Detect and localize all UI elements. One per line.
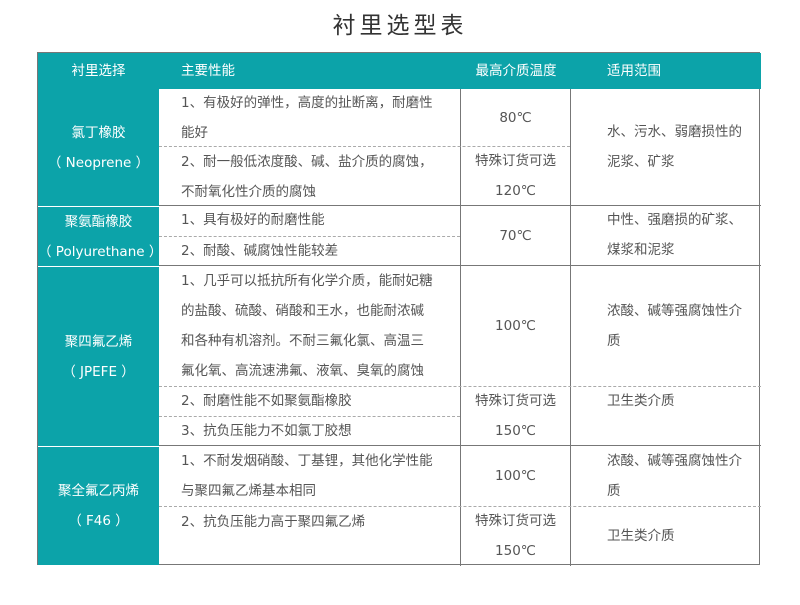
f46-temp-special: 特殊订货可选 150℃ bbox=[475, 513, 556, 559]
ptfe-scope: 浓酸、碱等强腐蚀性介质 bbox=[607, 303, 742, 349]
ptfe-temp: 100℃ bbox=[495, 318, 536, 334]
lining-ptfe: 聚四氟乙烯（ JPEFE ） bbox=[38, 266, 159, 446]
neoprene-performance-2: 2、耐一般低浓度酸、碱、盐介质的腐蚀， 不耐氧化性介质的腐蚀 bbox=[181, 154, 433, 200]
ptfe-temp-special: 特殊订货可选 150℃ bbox=[475, 392, 556, 439]
header-performance: 主要性能 bbox=[159, 53, 461, 89]
pu-scope: 中性、强磨损的矿浆、 煤浆和泥浆 bbox=[607, 212, 742, 258]
f46-scope-2: 卫生类介质 bbox=[607, 528, 675, 544]
ptfe-performance-2: 2、耐磨性能不如聚氨酯橡胶 bbox=[181, 393, 352, 409]
lining-selection-table: 衬里选择 主要性能 最高介质温度 适用范围 氯丁橡胶（ Neoprene ） 聚… bbox=[37, 52, 761, 566]
f46-scope: 浓酸、碱等强腐蚀性介质 bbox=[607, 453, 742, 499]
f46-performance-2: 2、抗负压能力高于聚四氟乙烯 bbox=[181, 514, 366, 530]
ptfe-performance-1: 1、几乎可以抵抗所有化学介质，能耐妃糖 的盐酸、硫酸、硝酸和王水，也能耐浓碱 和各种… bbox=[181, 273, 433, 379]
header-lining: 衬里选择 bbox=[38, 53, 159, 89]
pu-temp: 70℃ bbox=[499, 227, 532, 244]
neoprene-temp-special: 特殊订货可选 120℃ bbox=[475, 153, 556, 199]
page-title: 衬里选型表 bbox=[332, 13, 468, 39]
pu-performance-1: 1、具有极好的耐磨性能 bbox=[181, 212, 325, 228]
lining-polyurethane: 聚氨酯橡胶（ Polyurethane ） bbox=[38, 206, 162, 266]
header-max-temp: 最高介质温度 bbox=[461, 53, 571, 89]
neoprene-temp: 80℃ bbox=[499, 109, 532, 126]
f46-performance-1: 1、不耐发烟硝酸、丁基锂，其他化学性能 与聚四氟乙烯基本相同 bbox=[181, 453, 433, 499]
ptfe-performance-3: 3、抗负压能力不如氯丁胶想 bbox=[181, 423, 352, 439]
lining-neoprene: 氯丁橡胶（ Neoprene ） bbox=[38, 89, 159, 206]
pu-performance-2: 2、耐酸、碱腐蚀性能较差 bbox=[181, 243, 339, 259]
neoprene-performance-1: 1、有极好的弹性，高度的扯断离，耐磨性 能好 bbox=[181, 95, 433, 141]
lining-f46: 聚全氟乙丙烯（ F46 ） bbox=[38, 446, 159, 565]
ptfe-scope-2: 卫生类介质 bbox=[607, 393, 675, 409]
header-scope: 适用范围 bbox=[571, 53, 761, 89]
neoprene-scope: 水、污水、弱磨损性的 泥浆、矿浆 bbox=[607, 124, 742, 170]
f46-temp: 100℃ bbox=[495, 468, 536, 484]
